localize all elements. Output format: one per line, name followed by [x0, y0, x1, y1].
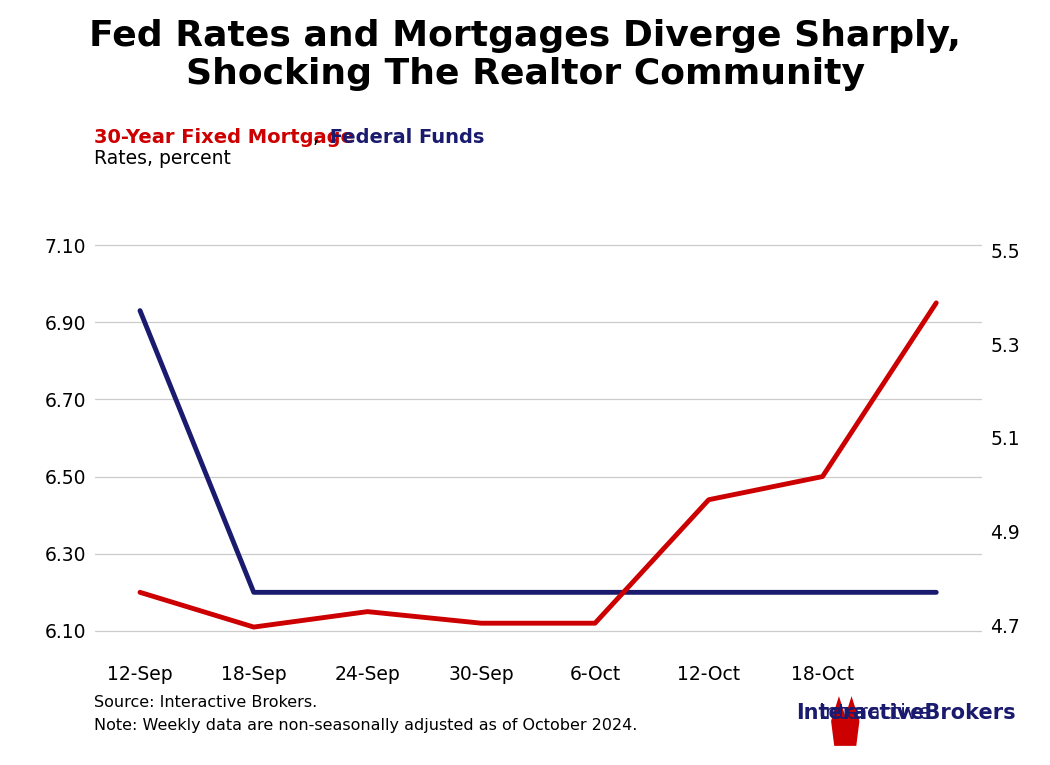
Text: Note: Weekly data are non-seasonally adjusted as of October 2024.: Note: Weekly data are non-seasonally adj…	[94, 718, 638, 733]
Text: Shocking The Realtor Community: Shocking The Realtor Community	[186, 57, 864, 91]
Text: ,: ,	[313, 128, 318, 147]
Text: 30-Year Fixed Mortgage: 30-Year Fixed Mortgage	[94, 128, 355, 147]
Text: Federal Funds: Federal Funds	[323, 128, 484, 147]
Text: Fed Rates and Mortgages Diverge Sharply,: Fed Rates and Mortgages Diverge Sharply,	[89, 19, 961, 53]
Text: InteractiveBrokers: InteractiveBrokers	[796, 703, 1015, 723]
Text: Source: Interactive Brokers.: Source: Interactive Brokers.	[94, 695, 318, 710]
Text: Interactive: Interactive	[819, 703, 931, 723]
Text: Rates, percent: Rates, percent	[94, 148, 231, 168]
Polygon shape	[832, 696, 860, 746]
